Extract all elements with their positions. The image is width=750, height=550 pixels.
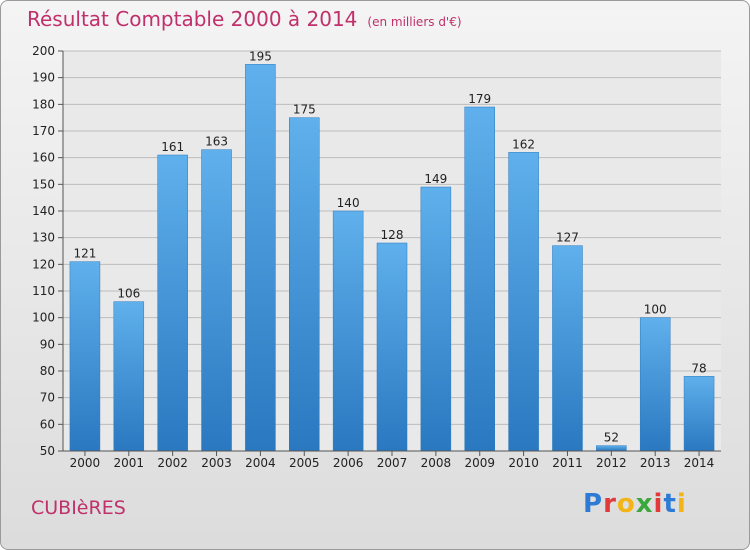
bar-2004 — [245, 64, 276, 452]
bar-2003 — [201, 149, 232, 452]
data-label-2010: 162 — [512, 137, 535, 151]
bar-2012 — [596, 445, 627, 452]
x-tick-label-2013: 2013 — [640, 456, 671, 470]
chart-title: Résultat Comptable 2000 à 2014 (en millie… — [27, 7, 462, 31]
bar-2005 — [289, 117, 320, 452]
bar-2000 — [69, 261, 101, 452]
x-tick-label-2000: 2000 — [70, 456, 101, 470]
bar-2008 — [420, 186, 452, 452]
x-tick-label-2011: 2011 — [552, 456, 583, 470]
x-tick-label-2004: 2004 — [245, 456, 276, 470]
y-tick-label: 100 — [32, 311, 55, 325]
data-label-2006: 140 — [337, 196, 360, 210]
y-tick-label: 160 — [32, 151, 55, 165]
chart-title-text: Résultat Comptable 2000 à 2014 — [27, 7, 358, 31]
data-label-2003: 163 — [205, 135, 228, 149]
data-label-2008: 149 — [424, 172, 447, 186]
y-tick-label: 110 — [32, 284, 55, 298]
logo-letter: t — [663, 489, 677, 519]
y-tick-label: 150 — [32, 177, 55, 191]
y-tick-label: 130 — [32, 231, 55, 245]
bar-2014 — [683, 376, 715, 452]
bar-2011 — [552, 245, 583, 452]
y-tick-label: 60 — [40, 417, 55, 431]
logo-letter: P — [583, 489, 604, 519]
data-label-2007: 128 — [381, 228, 404, 242]
axes: 50 60 70 80 90 100 110 120 130 140 150 160 170 180 190… — [32, 44, 721, 470]
y-tick-label: 180 — [32, 97, 55, 111]
y-tick-label: 200 — [32, 44, 55, 58]
data-label-2005: 175 — [293, 103, 316, 117]
y-tick-label: 80 — [40, 364, 55, 378]
x-tick-label-2007: 2007 — [377, 456, 408, 470]
bar-2007 — [376, 242, 408, 452]
data-label-2002: 161 — [161, 140, 184, 154]
x-tick-label-2010: 2010 — [508, 456, 539, 470]
bar-2002 — [157, 154, 188, 452]
bar-2010 — [508, 152, 539, 452]
data-label-2012: 52 — [604, 431, 619, 445]
data-label-2009: 179 — [468, 92, 491, 106]
y-tick-label: 140 — [32, 204, 55, 218]
logo-letter: i — [676, 489, 687, 519]
bars: 121 106 161 163 195 175 140 128 149 179 162 127 52 10… — [69, 49, 715, 452]
y-tick-label: 170 — [32, 124, 55, 138]
bar-2013 — [639, 317, 671, 452]
logo-letter: x — [635, 489, 654, 519]
x-tick-label-2001: 2001 — [114, 456, 145, 470]
y-tick-label: 190 — [32, 71, 55, 85]
data-label-2011: 127 — [556, 231, 579, 245]
y-tick-label: 50 — [40, 444, 55, 458]
logo-letter: i — [653, 489, 664, 519]
y-tick-label: 120 — [32, 257, 55, 271]
x-tick-label-2003: 2003 — [201, 456, 232, 470]
proxiti-logo: Proxiti — [583, 489, 687, 519]
bar-2001 — [113, 301, 145, 452]
bar-2009 — [464, 106, 495, 452]
data-label-2014: 78 — [691, 361, 706, 375]
x-tick-label-2002: 2002 — [157, 456, 188, 470]
x-tick-label-2005: 2005 — [289, 456, 320, 470]
logo-letter: o — [616, 489, 636, 519]
commune-name: CUBIèRES — [31, 497, 126, 519]
y-tick-label: 70 — [40, 391, 55, 405]
bar-2006 — [332, 210, 364, 452]
data-label-2000: 121 — [73, 247, 96, 261]
y-tick-label: 90 — [40, 337, 55, 351]
x-tick-label-2006: 2006 — [333, 456, 364, 470]
data-label-2001: 106 — [117, 287, 140, 301]
x-tick-label-2009: 2009 — [464, 456, 495, 470]
x-tick-label-2014: 2014 — [684, 456, 715, 470]
data-label-2013: 100 — [644, 303, 667, 317]
x-tick-label-2012: 2012 — [596, 456, 627, 470]
x-tick-label-2008: 2008 — [421, 456, 452, 470]
chart-subtitle: (en milliers d'€) — [367, 15, 462, 29]
logo-letter: r — [603, 489, 617, 519]
data-label-2004: 195 — [249, 49, 272, 63]
